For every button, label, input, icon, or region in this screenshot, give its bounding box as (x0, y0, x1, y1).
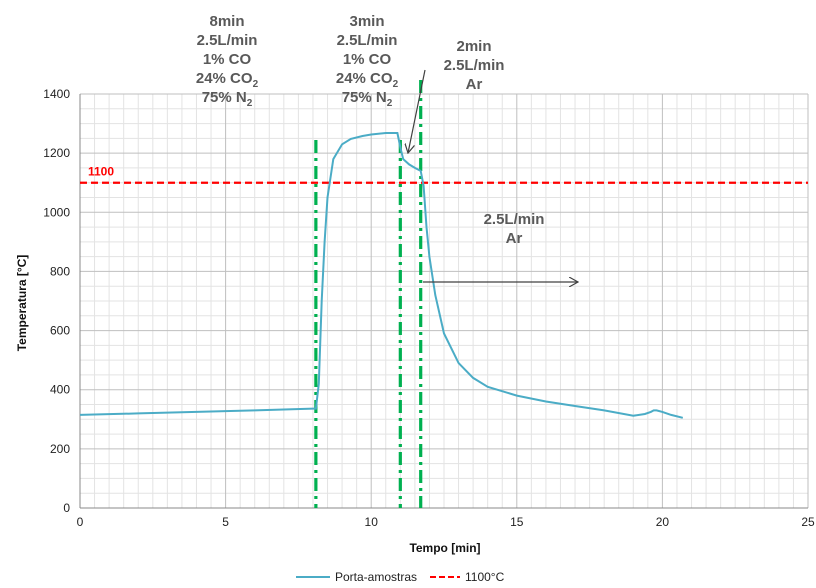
legend-label-1100c: 1100°C (465, 570, 505, 584)
x-tick-label: 5 (222, 515, 229, 529)
y-tick-label: 800 (50, 264, 70, 278)
annotation-phase2-line: 24% CO2 (336, 70, 399, 90)
y-tick-label: 400 (50, 383, 70, 397)
x-tick-labels: 0 5 10 15 20 25 (77, 515, 815, 529)
annotation-text: 75% N (202, 89, 247, 106)
annotation-phase4-line: 2.5L/min (484, 211, 545, 228)
annotation-text: 24% CO (336, 70, 393, 87)
y-axis-title: Temperatura [°C] (15, 255, 29, 352)
legend-label-porta-amostras: Porta-amostras (335, 570, 417, 584)
phase-lines (314, 80, 423, 508)
annotation-text: 1% CO (343, 51, 392, 68)
annotation-phase1-line: 2.5L/min (197, 32, 258, 49)
annotation-text: 75% N (342, 89, 387, 106)
x-axis-title: Tempo [min] (409, 541, 480, 555)
annotation-phase1-line: 1% CO (203, 51, 252, 68)
x-tick-label: 25 (801, 515, 815, 529)
minor-grid (80, 94, 808, 508)
annotation-text: 1% CO (203, 51, 252, 68)
x-tick-label: 10 (365, 515, 379, 529)
arrows (408, 69, 578, 282)
annotation-phase1-line: 8min (209, 13, 244, 30)
annotation-subscript: 2 (247, 98, 253, 109)
y-tick-label: 1000 (43, 205, 70, 219)
x-tick-label: 15 (510, 515, 524, 529)
legend: Porta-amostras 1100°C (296, 570, 505, 584)
annotation-phase2-line: 75% N2 (342, 89, 393, 109)
annotation-text: 2.5L/min (197, 32, 258, 49)
annotation-phase1-line: 24% CO2 (196, 70, 259, 90)
series-group (79, 132, 684, 419)
annotation-phase3-line: Ar (466, 76, 483, 93)
y-tick-label: 1200 (43, 146, 70, 160)
x-tick-label: 20 (656, 515, 670, 529)
annotation-text: 24% CO (196, 70, 253, 87)
annotation-phase2-line: 3min (349, 13, 384, 30)
annotation-text: 2.5L/min (444, 57, 505, 74)
annotation-phase4-line: Ar (506, 230, 523, 247)
annotation-text: 8min (209, 13, 244, 30)
annotation-text: Ar (506, 230, 523, 247)
y-tick-label: 600 (50, 324, 70, 338)
annotation-text: 3min (349, 13, 384, 30)
annotation-phase3-line: 2min (456, 38, 491, 55)
annotation-phase2-line: 1% CO (343, 51, 392, 68)
annotation-phase3-line: 2.5L/min (444, 57, 505, 74)
annotation-text: Ar (466, 76, 483, 93)
annotation-text: 2.5L/min (484, 211, 545, 228)
reference-line-label: 1100 (88, 165, 114, 179)
annotation-subscript: 2 (387, 98, 393, 109)
x-tick-label: 0 (77, 515, 84, 529)
annotation-text: 2min (456, 38, 491, 55)
y-tick-label: 0 (63, 501, 70, 515)
annotation-text: 2.5L/min (337, 32, 398, 49)
reference-line-group: 1100 (80, 165, 808, 184)
annotation-phase2-line: 2.5L/min (337, 32, 398, 49)
arrow-to-phase-change (408, 69, 426, 153)
y-tick-labels: 0 200 400 600 800 1000 1200 1400 (43, 87, 70, 515)
series-line-porta-amostras (79, 132, 684, 419)
annotation-subscript: 2 (393, 79, 399, 90)
annotation-phase1-line: 75% N2 (202, 89, 253, 109)
annotation-subscript: 2 (253, 79, 259, 90)
y-tick-label: 200 (50, 442, 70, 456)
y-tick-label: 1400 (43, 87, 70, 101)
